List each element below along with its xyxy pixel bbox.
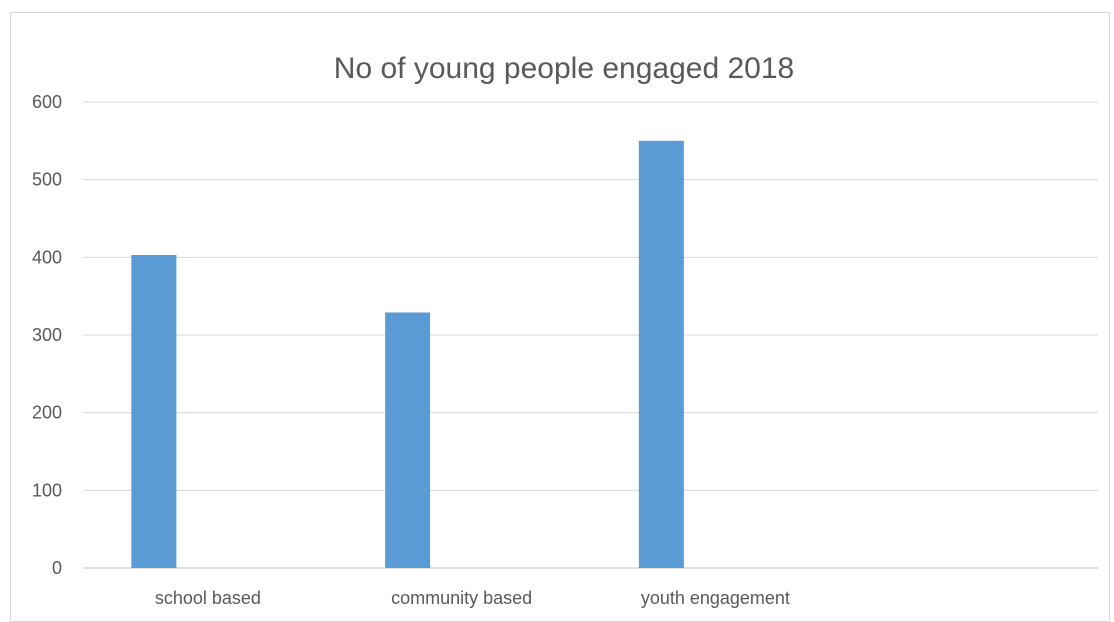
x-tick-label: school based: [155, 588, 261, 608]
y-tick-label: 300: [32, 325, 62, 345]
y-tick-label: 500: [32, 170, 62, 190]
y-tick-label: 100: [32, 480, 62, 500]
x-axis-ticks: school based community based youth engagem…: [155, 588, 790, 608]
chart-frame: [10, 12, 1110, 622]
y-tick-label: 0: [52, 558, 62, 578]
chart-title: No of young people engaged 2018: [333, 52, 795, 85]
y-tick-label: 600: [32, 92, 62, 112]
bars: [131, 140, 684, 569]
y-axis-ticks: 0 100 200 300 400 500 600: [32, 92, 62, 578]
y-tick-label: 200: [32, 403, 62, 423]
y-tick-label: 400: [32, 247, 62, 267]
x-tick-label: youth engagement: [641, 588, 790, 608]
bar: [131, 255, 177, 568]
bar: [638, 140, 684, 569]
gridlines: [83, 101, 1098, 569]
bar: [385, 312, 431, 568]
x-tick-label: community based: [391, 588, 532, 608]
